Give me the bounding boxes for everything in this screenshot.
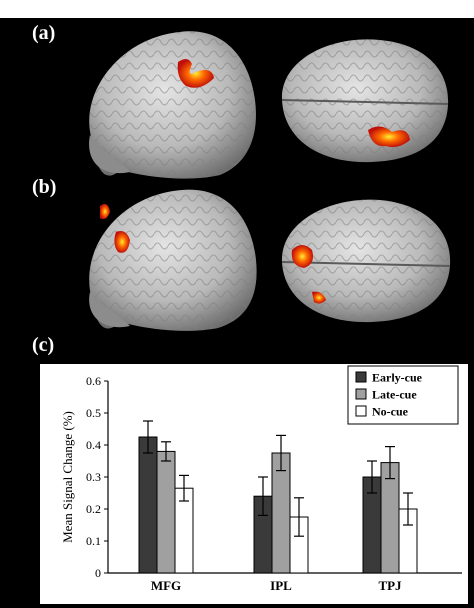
y-tick-label: 0.6 [86, 374, 101, 388]
brain-a-lateral [89, 31, 256, 179]
legend-label: No-cue [372, 405, 409, 419]
y-tick-label: 0.1 [86, 534, 101, 548]
legend-swatch [355, 388, 367, 400]
panel-label-c: (c) [32, 334, 55, 356]
activation-tpj-a [368, 126, 410, 148]
y-tick-label: 0.3 [86, 470, 101, 484]
x-tick-label: IPL [270, 578, 292, 593]
bar-chart: 0 0.1 0.2 0.3 0.4 0.5 0.6 Mean Signal Change (%… [60, 365, 462, 593]
midline-a [281, 99, 449, 105]
y-tick-label: 0.5 [86, 406, 101, 420]
bar [156, 450, 176, 574]
cerebellum-b [89, 292, 130, 328]
panel-label-b: (b) [32, 176, 57, 198]
activation-b-1 [100, 204, 110, 220]
brain-a-dorsal [281, 39, 449, 163]
y-tick-label: 0 [95, 566, 101, 580]
bar [138, 436, 158, 574]
brain-b-dorsal [281, 199, 451, 323]
y-tick-label: 0.4 [86, 438, 101, 452]
activation-b-2 [114, 231, 130, 253]
legend-swatch [355, 371, 367, 383]
legend-swatch [355, 405, 367, 417]
cerebellum-a [89, 135, 130, 174]
x-tick-label: TPJ [378, 578, 402, 593]
top-border [0, 0, 474, 18]
legend-label: Late-cue [372, 388, 417, 402]
legend-label: Early-cue [372, 371, 423, 385]
panel-label-a: (a) [32, 22, 56, 44]
y-tick-label: 0.2 [86, 502, 101, 516]
activation-b-3 [291, 245, 313, 268]
activation-mfg-a [177, 58, 214, 88]
activation-b-4 [312, 291, 326, 304]
y-axis-label: Mean Signal Change (%) [60, 411, 75, 543]
x-tick-label: MFG [151, 578, 181, 593]
brain-b-lateral [89, 189, 257, 331]
